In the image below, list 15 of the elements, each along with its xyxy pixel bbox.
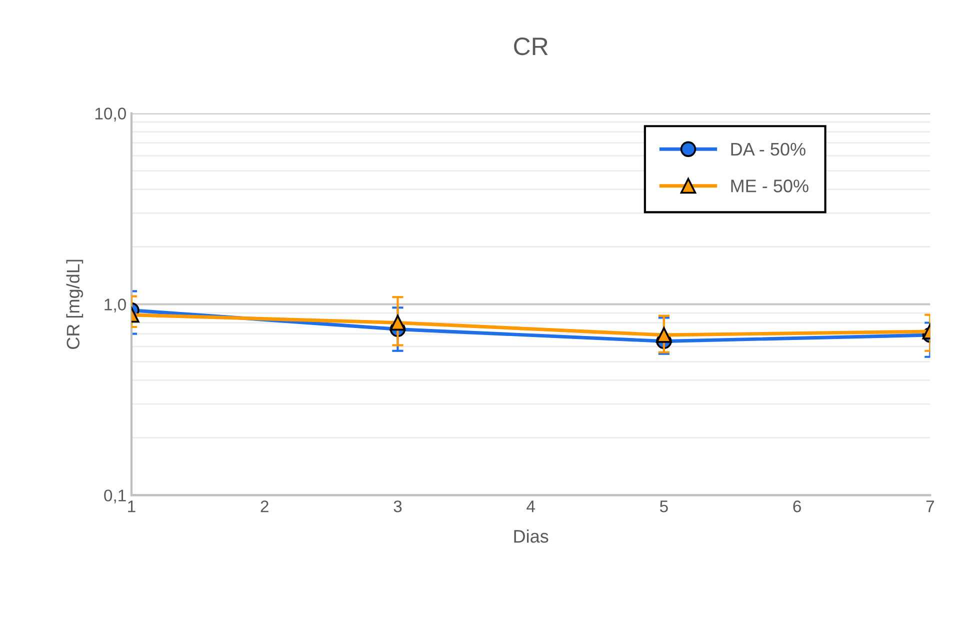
legend-label: DA - 50% (731, 142, 806, 156)
legend-label: ME - 50% (731, 180, 808, 192)
chart-title: CR (514, 37, 548, 56)
x-tick-label: 5 (660, 500, 668, 512)
x-tick-label: 3 (394, 500, 402, 512)
x-axis-title: Dias (514, 529, 548, 543)
x-tick-label: 2 (260, 500, 268, 512)
y-tick-label: 10,0 (95, 108, 126, 122)
x-tick-label: 6 (793, 500, 801, 512)
x-tick-label: 1 (128, 500, 136, 512)
y-tick-label: 0,1 (104, 490, 126, 504)
x-tick-label: 4 (526, 500, 535, 512)
x-tick-label: 7 (926, 500, 934, 512)
y-axis-title: CR [mg/dL] (66, 260, 84, 349)
y-tick-label: 1,0 (104, 298, 126, 312)
